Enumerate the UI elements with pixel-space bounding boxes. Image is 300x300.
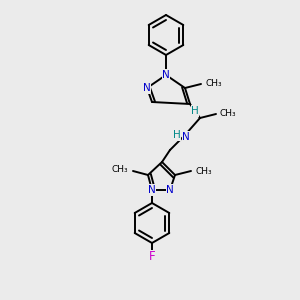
Text: CH₃: CH₃ [206,79,223,88]
Text: CH₃: CH₃ [220,110,237,118]
Text: N: N [166,185,174,195]
Text: N: N [182,132,190,142]
Text: F: F [149,250,155,263]
Text: N: N [162,70,170,80]
Text: N: N [148,185,156,195]
Text: H: H [191,106,199,116]
Text: CH₃: CH₃ [111,166,128,175]
Text: N: N [143,83,151,93]
Text: CH₃: CH₃ [195,167,211,176]
Text: H: H [173,130,181,140]
